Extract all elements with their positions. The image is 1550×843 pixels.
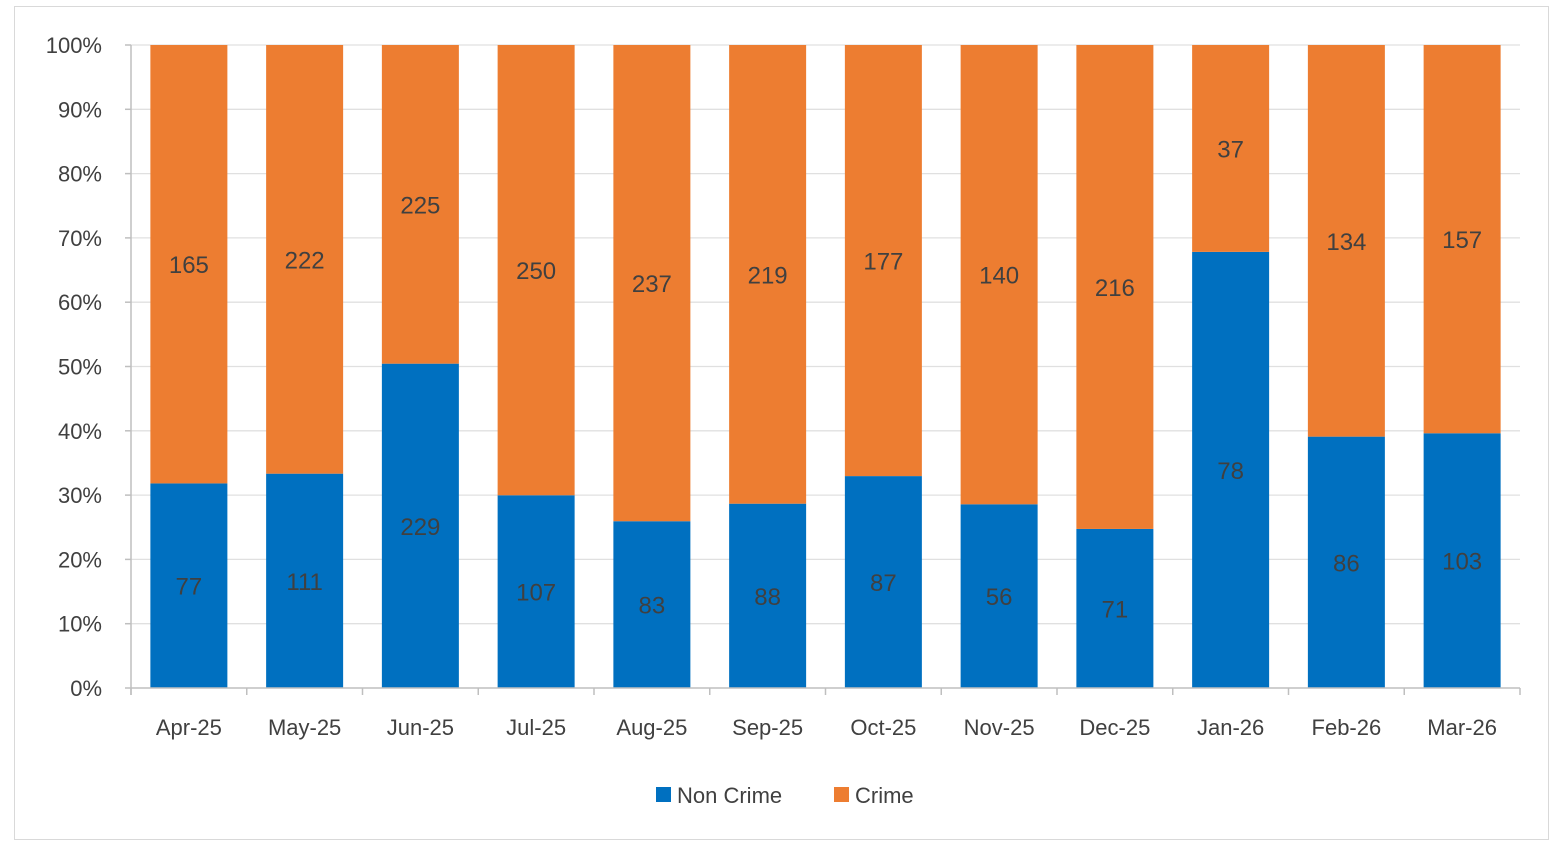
x-tick-label: Jan-26 bbox=[1197, 715, 1264, 740]
data-label-non-crime: 86 bbox=[1333, 550, 1360, 577]
x-tick-label: Aug-25 bbox=[616, 715, 687, 740]
data-label-non-crime: 229 bbox=[400, 514, 440, 541]
data-label-non-crime: 107 bbox=[516, 580, 556, 607]
data-label-crime: 157 bbox=[1442, 227, 1482, 254]
bar-crime bbox=[1423, 45, 1501, 434]
bar-crime bbox=[150, 45, 228, 484]
legend: Non Crime Crime bbox=[656, 783, 914, 808]
data-label-non-crime: 77 bbox=[176, 574, 203, 601]
x-tick-label: Apr-25 bbox=[156, 715, 222, 740]
data-label-crime: 237 bbox=[632, 271, 672, 298]
bar-non-crime bbox=[729, 503, 807, 688]
data-label-non-crime: 87 bbox=[870, 570, 897, 597]
bar-non-crime bbox=[266, 473, 344, 688]
bar-non-crime bbox=[844, 476, 922, 688]
data-label-crime: 140 bbox=[979, 263, 1019, 290]
data-label-non-crime: 71 bbox=[1102, 596, 1129, 623]
bar-non-crime bbox=[1423, 433, 1501, 688]
legend-label-non-crime: Non Crime bbox=[677, 783, 782, 808]
data-label-non-crime: 78 bbox=[1217, 458, 1244, 485]
data-label-non-crime: 111 bbox=[286, 569, 322, 596]
data-label-crime: 225 bbox=[400, 192, 440, 219]
bar-crime bbox=[381, 45, 459, 364]
bars bbox=[150, 45, 1501, 688]
y-tick-label: 10% bbox=[58, 612, 102, 637]
x-tick-label: Sep-25 bbox=[732, 715, 803, 740]
y-tick-label: 40% bbox=[58, 419, 102, 444]
x-tick-label: Dec-25 bbox=[1079, 715, 1150, 740]
data-label-crime: 165 bbox=[169, 252, 209, 279]
y-tick-label: 60% bbox=[58, 290, 102, 315]
bar-non-crime bbox=[1192, 251, 1270, 688]
bar-non-crime bbox=[150, 483, 228, 688]
legend-label-crime: Crime bbox=[855, 783, 914, 808]
bar-non-crime bbox=[1076, 528, 1154, 688]
bar-crime bbox=[1307, 45, 1385, 437]
bar-crime bbox=[1076, 45, 1154, 529]
bar-non-crime bbox=[613, 521, 691, 688]
bar-non-crime bbox=[960, 504, 1038, 688]
y-tick-label: 30% bbox=[58, 483, 102, 508]
bar-crime bbox=[497, 45, 575, 496]
bar-non-crime bbox=[497, 495, 575, 688]
legend-swatch-non-crime bbox=[656, 787, 671, 802]
data-label-crime: 222 bbox=[285, 247, 325, 274]
y-tick-label: 70% bbox=[58, 226, 102, 251]
bar-crime bbox=[1192, 45, 1270, 252]
y-tick-label: 90% bbox=[58, 97, 102, 122]
data-label-non-crime: 103 bbox=[1442, 549, 1482, 576]
data-label-crime: 219 bbox=[748, 262, 788, 289]
x-tick-label: Mar-26 bbox=[1427, 715, 1497, 740]
data-label-crime: 250 bbox=[516, 258, 556, 285]
bar-crime bbox=[613, 45, 691, 522]
data-label-non-crime: 83 bbox=[639, 593, 666, 620]
axes: 0% 10% 20% 30% 40% 50% 60% 70% 80% 90% 100% Apr-25 M… bbox=[46, 33, 1521, 740]
bar-crime bbox=[266, 45, 344, 474]
x-tick-label: Nov-25 bbox=[964, 715, 1035, 740]
data-label-crime: 37 bbox=[1217, 136, 1244, 163]
data-label-non-crime: 88 bbox=[754, 584, 781, 611]
x-tick-label: May-25 bbox=[268, 715, 341, 740]
bar-non-crime bbox=[381, 363, 459, 688]
x-tick-label: Oct-25 bbox=[850, 715, 916, 740]
x-tick-label: Jul-25 bbox=[506, 715, 566, 740]
bar-crime bbox=[960, 45, 1038, 505]
y-tick-label: 50% bbox=[58, 355, 102, 380]
data-label-non-crime: 56 bbox=[986, 584, 1013, 611]
data-label-crime: 216 bbox=[1095, 275, 1135, 302]
data-labels: 77 165 111 222 229 225 107 250 83 237 88 219 87 177 56… bbox=[169, 136, 1482, 623]
data-label-crime: 177 bbox=[863, 249, 903, 276]
y-tick-label: 20% bbox=[58, 547, 102, 572]
x-tick-label: Feb-26 bbox=[1312, 715, 1382, 740]
gridlines bbox=[131, 44, 1520, 625]
legend-swatch-crime bbox=[834, 787, 849, 802]
y-tick-label: 80% bbox=[58, 162, 102, 187]
bar-crime bbox=[729, 45, 807, 504]
y-tick-label: 0% bbox=[70, 676, 102, 701]
bar-crime bbox=[844, 45, 922, 477]
bar-non-crime bbox=[1307, 436, 1385, 688]
data-label-crime: 134 bbox=[1326, 229, 1366, 256]
x-tick-label: Jun-25 bbox=[387, 715, 454, 740]
y-tick-label: 100% bbox=[46, 33, 102, 58]
